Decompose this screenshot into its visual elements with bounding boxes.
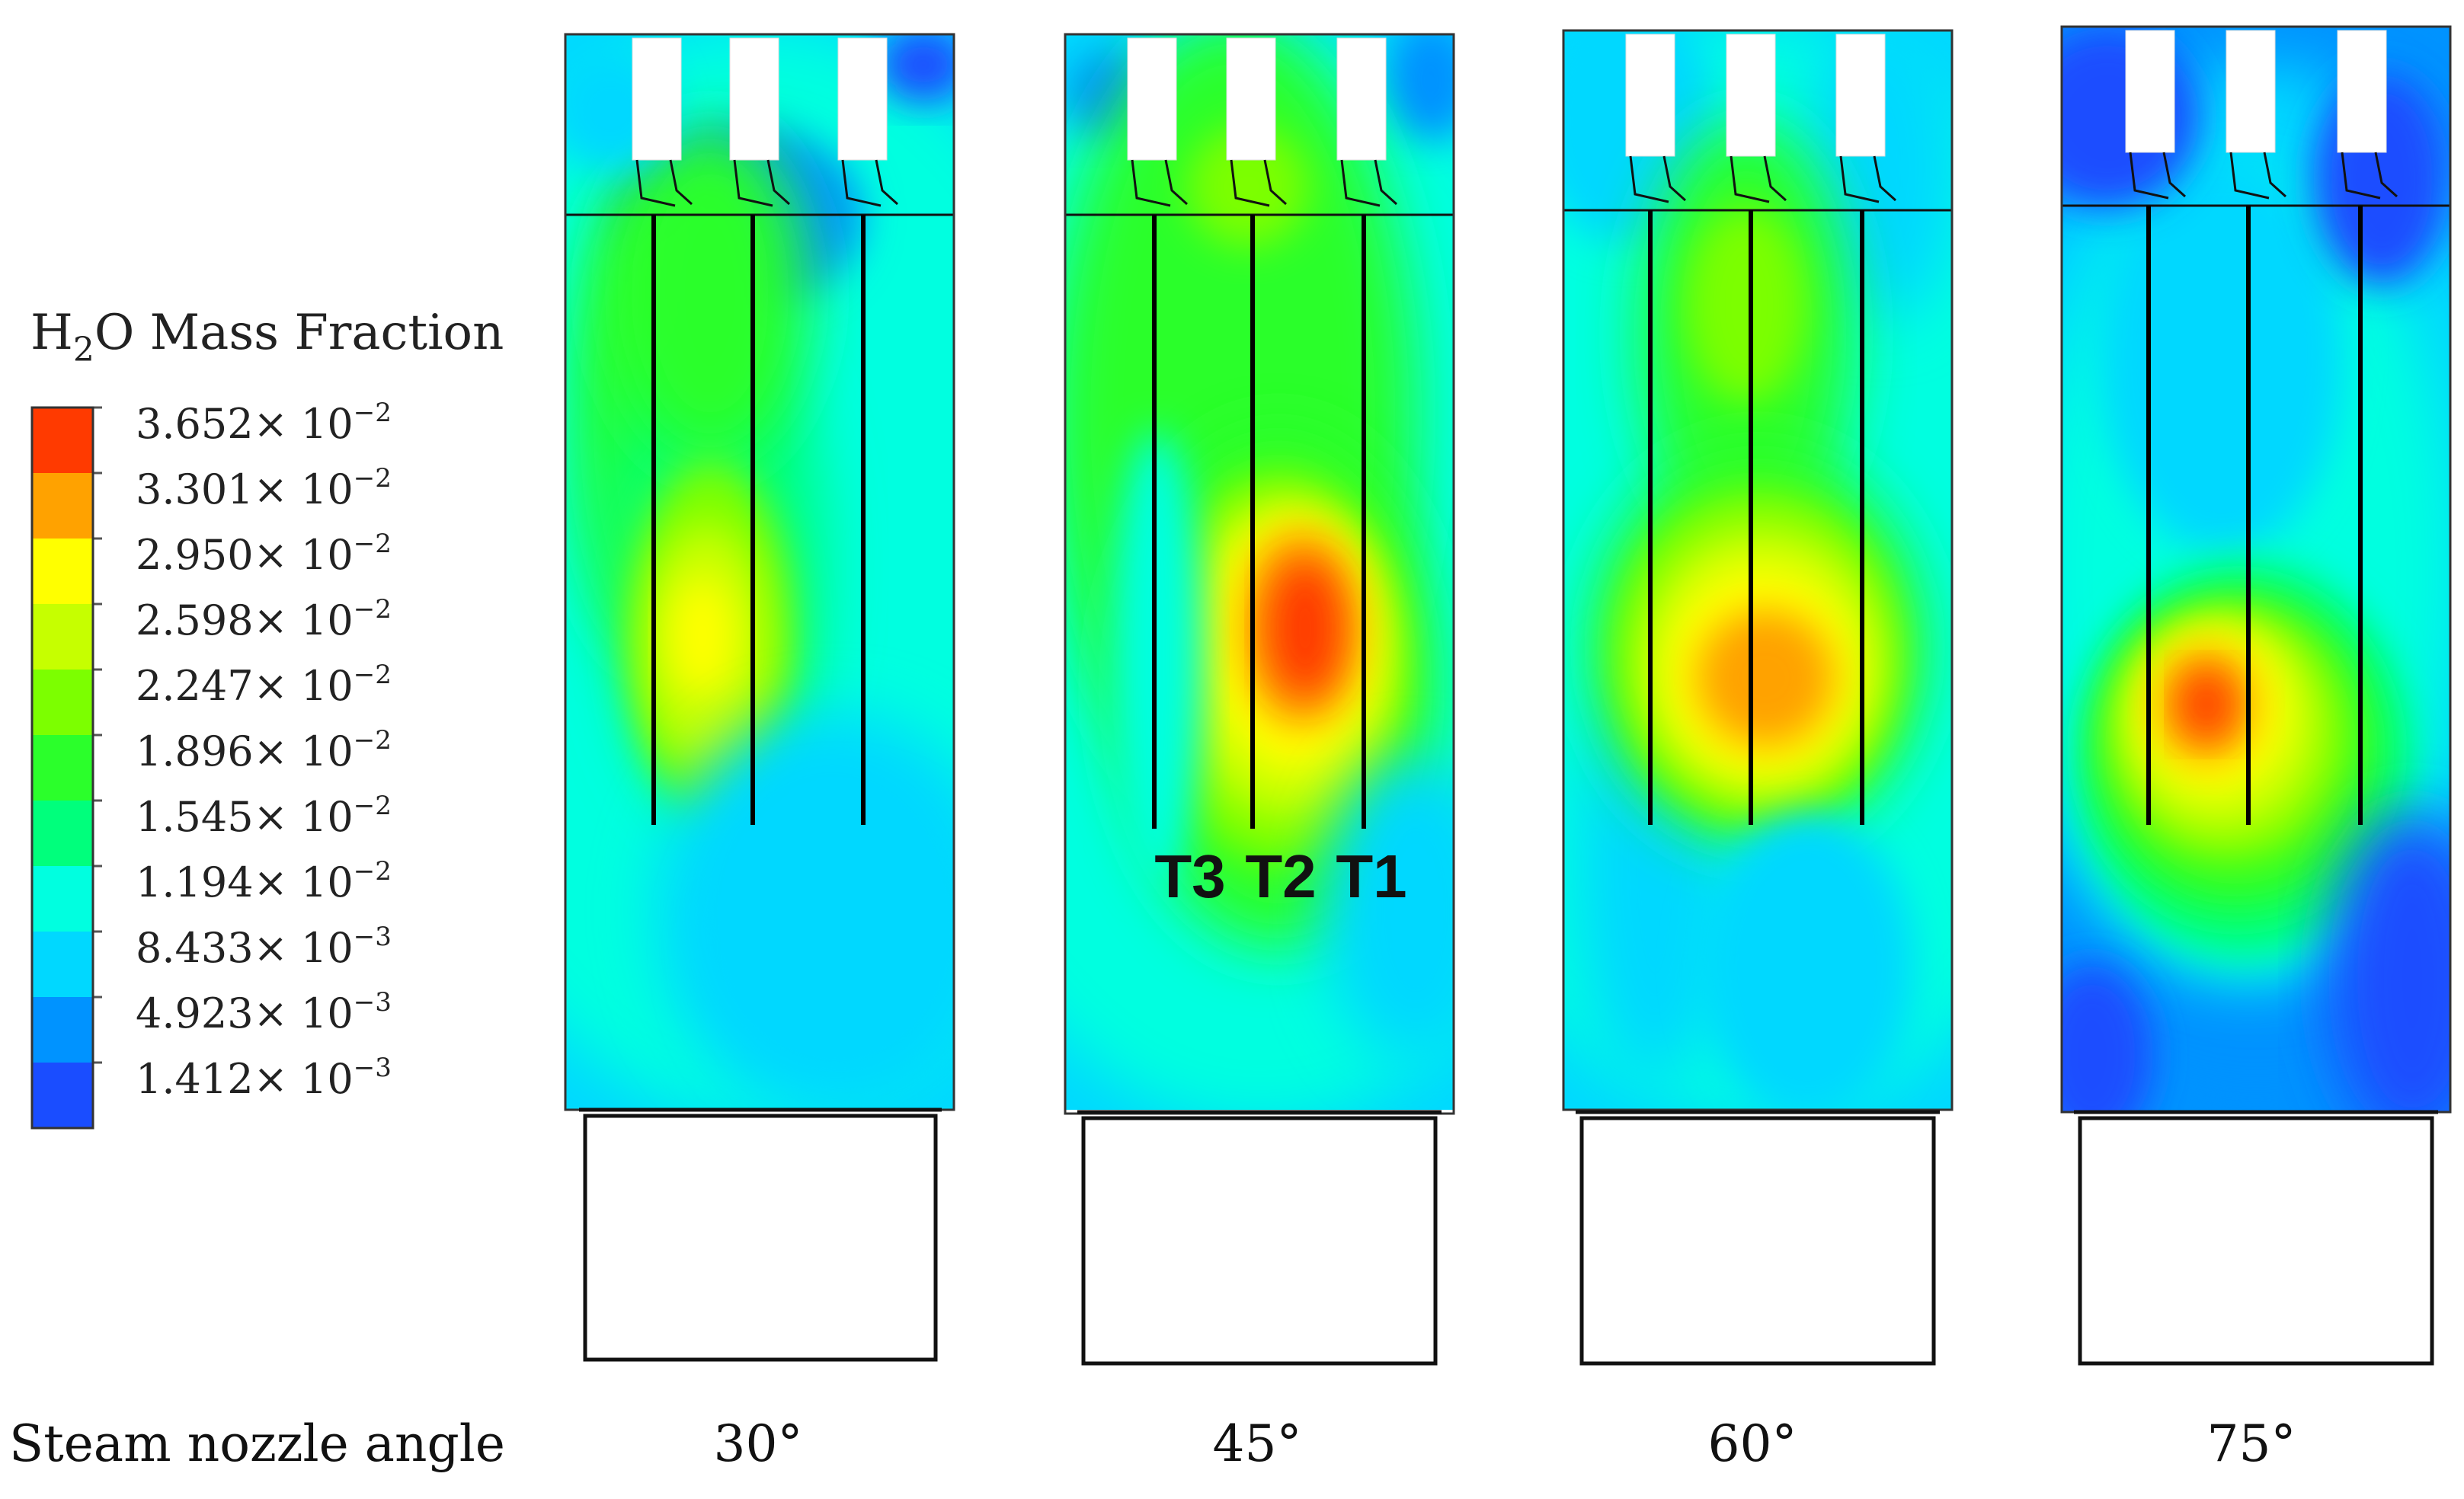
legend-swatch [32,801,93,866]
legend-tick-labels: 3.652× 10−2 3.301× 10−2 2.950× 10−2 2.598× … [136,398,392,1103]
legend-value-label: 1.896× 10−2 [136,725,392,775]
legend-value-label: 3.301× 10−2 [136,463,392,513]
legend-title-rest: O Mass Fraction [94,305,504,361]
contour-field [1563,30,1952,1110]
panel-45 [1064,33,1455,1366]
angle-label-60: 60° [1708,1414,1797,1473]
legend-swatch [32,408,93,473]
steam-nozzle [2337,30,2387,153]
steam-nozzle [1127,37,1177,161]
contour-region [878,34,954,103]
probe-label-t1: T1 [1336,842,1406,910]
nozzle-outline [1839,155,1897,203]
contour-field [1065,34,1454,1110]
steam-nozzle [729,37,779,161]
legend-value-label: 1.194× 10−2 [136,856,392,906]
lower-chamber [2078,1116,2434,1366]
lower-chamber [1579,1116,1936,1366]
legend-title-h: H [30,305,73,361]
contour-region [1685,206,1807,404]
probe-label-t3: T3 [1154,842,1225,910]
contour-region [718,811,954,1085]
contour-region [1324,758,1454,1063]
steam-nozzle [837,37,888,161]
panel-30 [564,33,955,1362]
legend: H2O Mass Fraction 3.652× 10−2 3.301× 10−2… [30,305,504,1130]
contour-field [2062,27,2450,1112]
steam-nozzle [1625,34,1675,157]
nozzle-outline [733,159,791,207]
legend-title: H2O Mass Fraction [30,305,504,369]
legend-swatch [32,1063,93,1128]
legend-value-label: 8.433× 10−3 [136,922,392,972]
contour-region [2062,964,2153,1112]
legend-color-bar [30,406,102,1130]
legend-value-label: 2.598× 10−2 [136,594,392,644]
nozzle-outline [1131,159,1189,207]
legend-value-label: 1.412× 10−3 [136,1053,392,1103]
angle-label-75: 75° [2207,1414,2296,1473]
legend-swatch [32,997,93,1063]
contour-region [611,126,809,461]
nozzle-outline [2229,152,2287,200]
steam-nozzle [632,37,682,161]
legend-title-sub: 2 [73,331,94,369]
contour-field [565,34,954,1110]
probe-label-t2: T2 [1245,842,1316,910]
legend-value-label: 4.923× 10−3 [136,987,392,1037]
lower-chamber [583,1114,938,1362]
contour-region [2180,670,2233,739]
legend-value-label: 1.545× 10−2 [136,791,392,841]
nozzle-outline [2129,152,2187,200]
contour-region [2328,811,2450,1112]
steam-nozzle [2226,30,2276,153]
lower-chamber [1081,1116,1438,1366]
row-label: Steam nozzle angle [9,1414,505,1473]
angle-label-45: 45° [1213,1414,1302,1473]
steam-nozzle [2125,30,2175,153]
nozzle-outline [1340,159,1398,207]
legend-swatch [32,735,93,801]
steam-nozzle [1226,37,1276,161]
legend-value-label: 2.247× 10−2 [136,660,392,710]
panel-75 [2060,25,2452,1366]
legend-swatch [32,932,93,997]
nozzle-outline [1230,159,1288,207]
legend-swatch [32,473,93,539]
steam-nozzle [1835,34,1886,157]
contour-region [1697,609,1834,746]
contour-panels [564,25,2452,1366]
legend-swatch [32,670,93,735]
nozzle-outline [635,159,693,207]
panel-frame [1562,29,1954,1111]
contour-region [1701,815,1914,1110]
steam-nozzle [1726,34,1776,157]
contour-region [1385,34,1454,141]
nozzle-outline [1629,155,1687,203]
nozzle-outline [1730,155,1787,203]
nozzle-outline [841,159,899,207]
angle-label-30: 30° [714,1414,803,1473]
legend-value-label: 3.652× 10−2 [136,398,392,448]
legend-frame [30,406,94,1130]
steam-nozzle [1336,37,1387,161]
legend-swatch [32,866,93,932]
contour-region [1267,560,1343,697]
contour-region [1187,126,1309,248]
nozzle-outline [2341,152,2398,200]
legend-swatch [32,539,93,604]
legend-value-label: 2.950× 10−2 [136,529,392,579]
legend-swatch [32,604,93,670]
panel-60 [1562,29,1954,1366]
contour-region [668,575,737,697]
contour-region [2100,156,2344,552]
